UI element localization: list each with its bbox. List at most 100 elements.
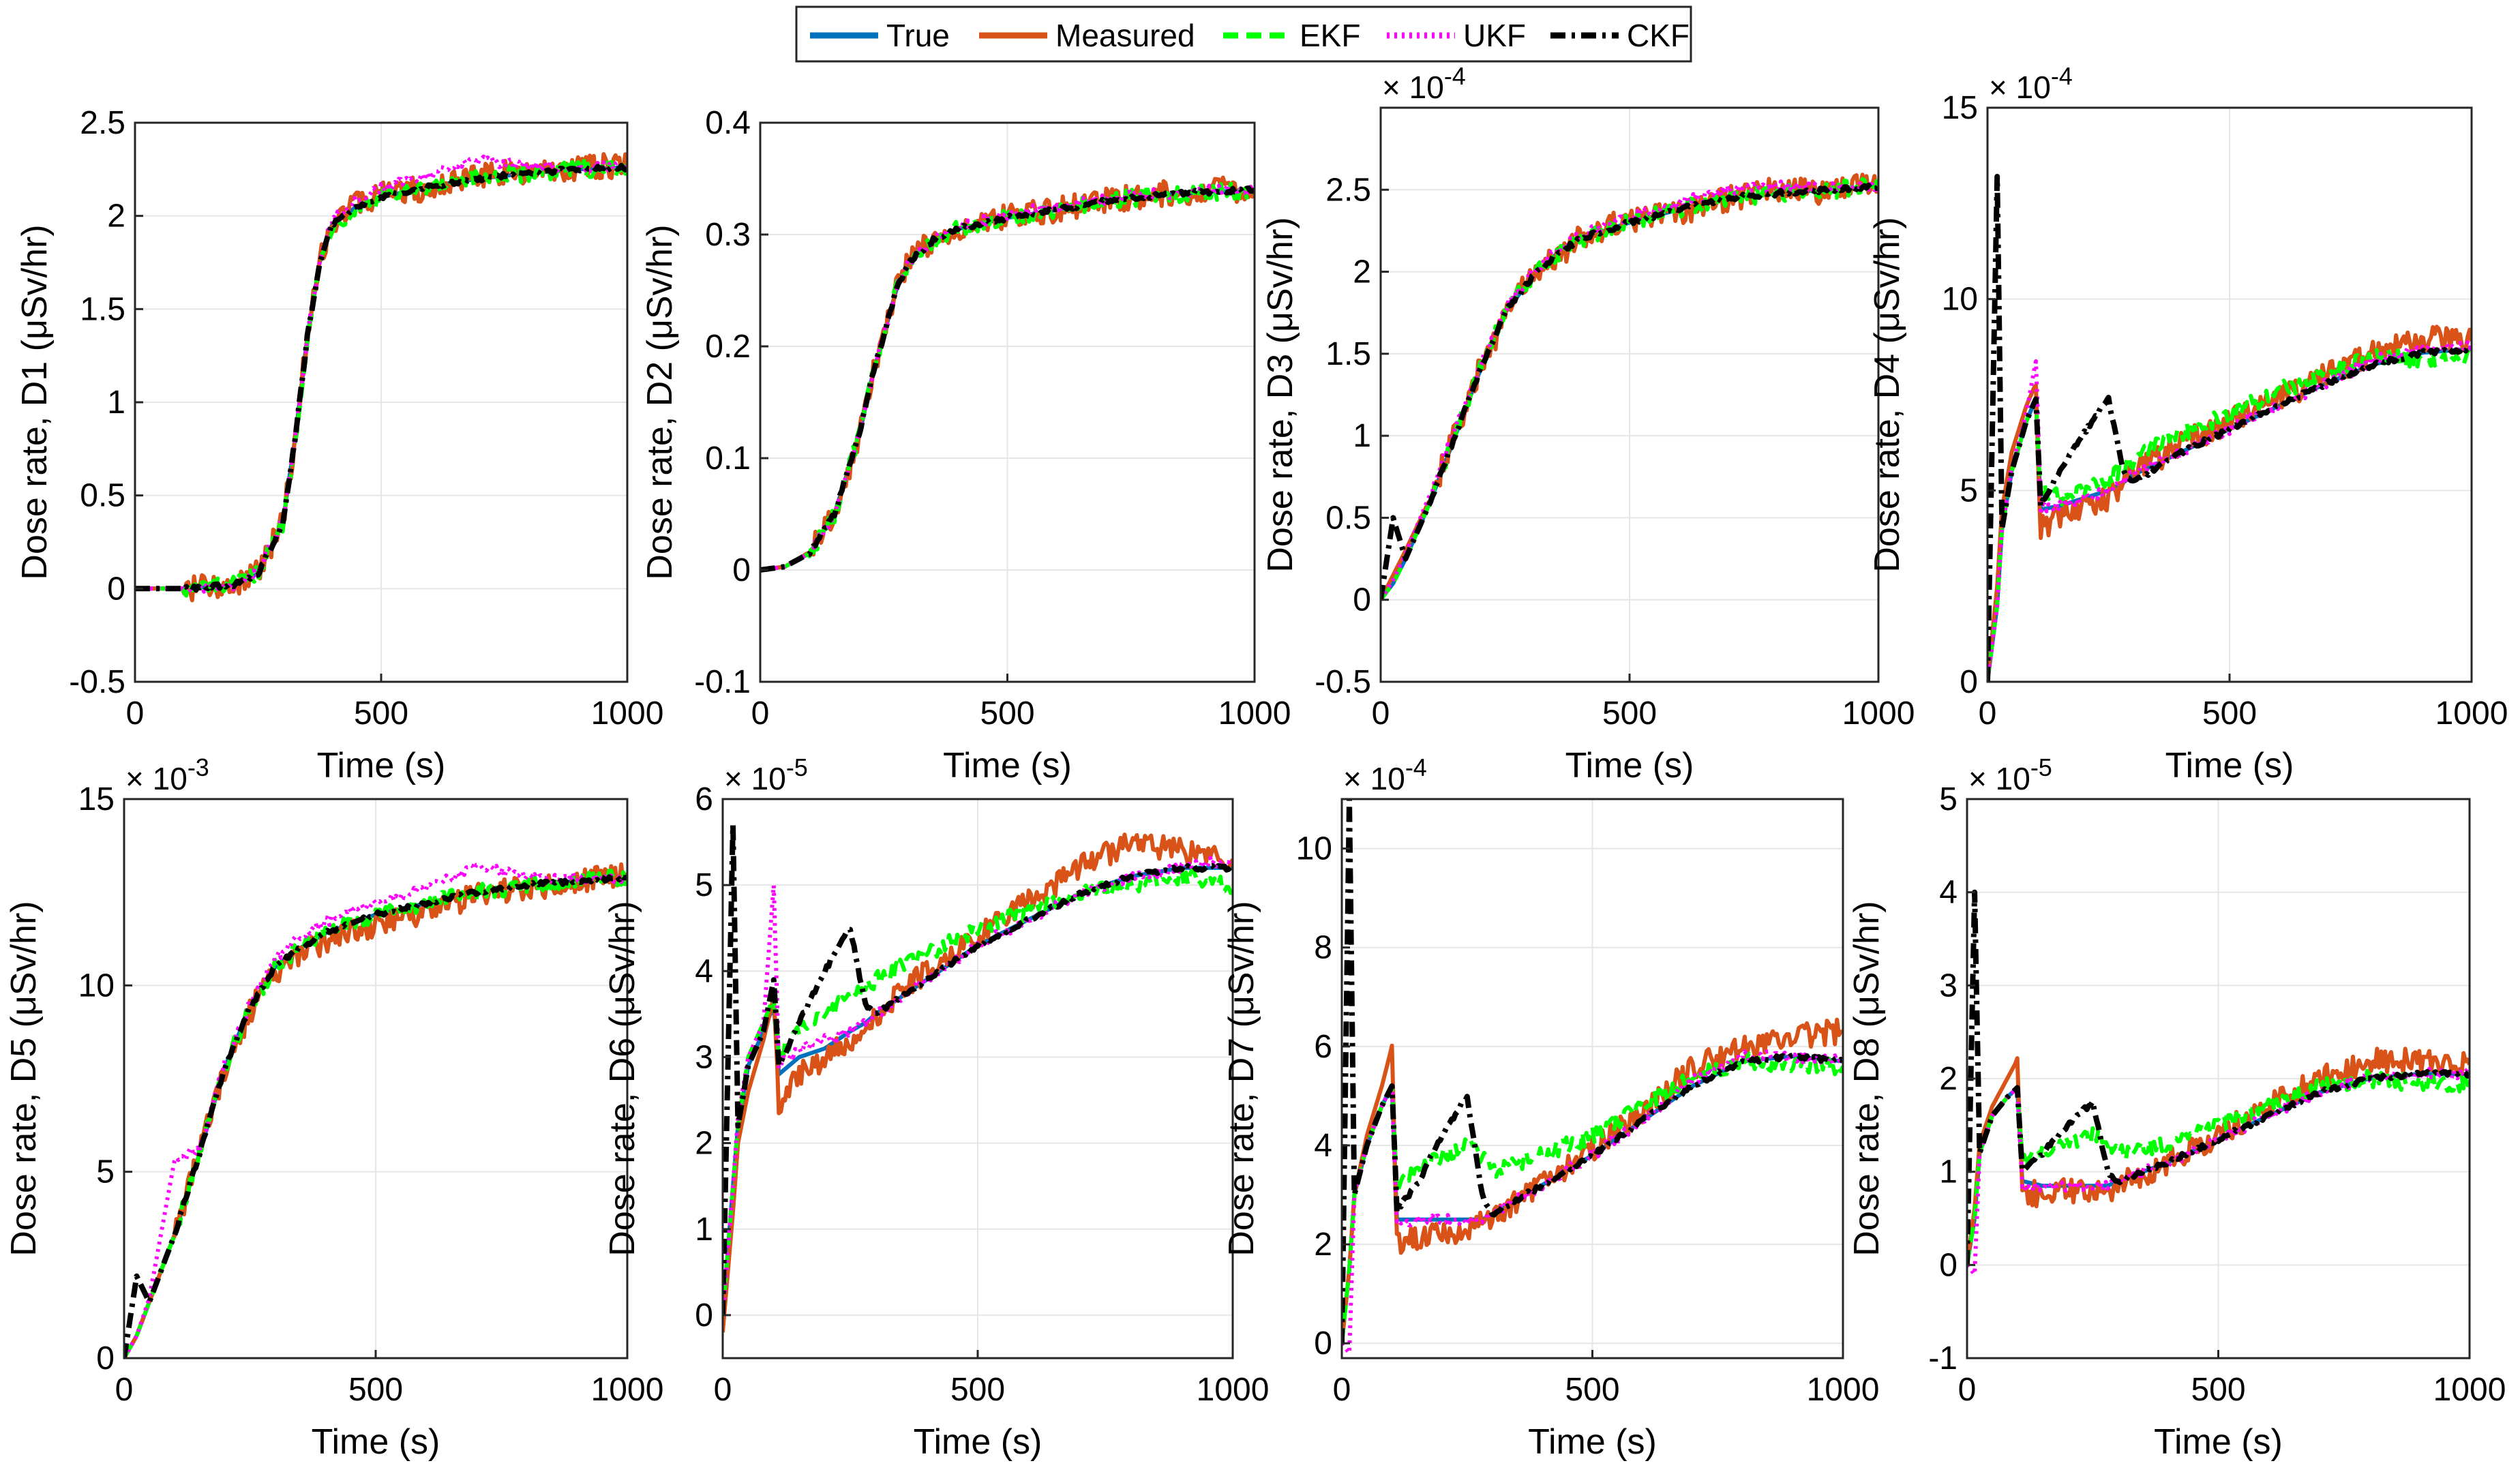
y-axis-label: Dose rate, D7 (μSv/hr): [1222, 901, 1261, 1256]
x-tick-label: 500: [348, 1372, 403, 1408]
series-line-measured: [723, 832, 1233, 1333]
legend-box: [795, 5, 1692, 63]
y-tick-label: -0.5: [1315, 664, 1371, 700]
x-tick-label: 1000: [1842, 695, 1915, 732]
x-tick-label: 1000: [591, 1372, 664, 1408]
series-group: [1967, 889, 2470, 1276]
y-axis-label: Dose rate, D2 (μSv/hr): [640, 224, 680, 580]
series-group: [1381, 172, 1878, 601]
y-tick-label: 5: [96, 1154, 115, 1190]
legend: True Measured EKF UKF CKF: [795, 5, 1692, 63]
y-tick-label: 0.4: [705, 105, 751, 141]
series-group: [135, 152, 627, 603]
y-tick-label: 3: [1939, 967, 1957, 1004]
y-tick-label: 0: [1314, 1325, 1332, 1362]
y-tick-label: 2.5: [1325, 172, 1371, 208]
x-tick-label: 0: [126, 695, 145, 732]
y-axis-label: Dose rate, D8 (μSv/hr): [1847, 901, 1887, 1256]
y-tick-label: 0.2: [705, 329, 751, 365]
y-tick-label: 0: [1353, 582, 1371, 618]
y-axis-label: Dose rate, D3 (μSv/hr): [1261, 217, 1300, 572]
y-tick-label: 1: [695, 1212, 713, 1248]
series-line-ckf: [760, 185, 1255, 573]
legend-label-ckf: CKF: [1627, 18, 1690, 53]
y-tick-label: 2: [1939, 1061, 1957, 1097]
chart-panel-d4: 0 500 1000 0 5 10 15 × 10-4 Time (s) Dose rate, D…: [1867, 62, 2508, 785]
x-tick-label: 1000: [1197, 1372, 1270, 1408]
x-tick-label: 0: [1333, 1372, 1351, 1408]
series-line-ckf: [1342, 799, 1843, 1344]
x-tick-label: 500: [1565, 1372, 1619, 1408]
y-exponent-label: × 10-3: [125, 753, 209, 796]
x-tick-label: 0: [751, 695, 770, 732]
chart-panel-d5: 0 500 1000 0 5 10 15 × 10-3 Time (s) Dose rate, D…: [4, 753, 663, 1462]
series-line-ekf: [1381, 177, 1878, 601]
series-line-ckf: [135, 163, 627, 593]
y-tick-label: 1: [1353, 418, 1371, 454]
y-tick-label: 0.1: [705, 440, 751, 477]
y-tick-label: 2: [695, 1126, 713, 1162]
series-line-measured: [1342, 1017, 1843, 1344]
y-tick-label: 1.5: [80, 291, 125, 327]
x-axis-label: Time (s): [943, 746, 1072, 785]
y-tick-label: 0.3: [705, 217, 751, 253]
series-line-ekf: [723, 867, 1233, 1316]
y-tick-label: 4: [695, 953, 713, 989]
y-tick-label: 6: [695, 781, 713, 817]
y-exponent-label: × 10-4: [1382, 62, 1466, 105]
y-tick-label: 15: [78, 781, 115, 817]
y-tick-label: 1: [107, 385, 125, 421]
x-tick-label: 500: [354, 695, 408, 732]
y-tick-label: 1: [1939, 1154, 1957, 1190]
series-line-measured: [1967, 1047, 2470, 1265]
y-exponent-label: × 10-5: [724, 753, 808, 796]
legend-label-measured: Measured: [1055, 18, 1195, 53]
y-axis-label: Dose rate, D6 (μSv/hr): [603, 901, 642, 1256]
series-group: [1342, 799, 1843, 1355]
x-tick-label: 1000: [1807, 1372, 1880, 1408]
y-exponent-label: × 10-4: [1343, 753, 1427, 796]
y-tick-label: 8: [1314, 930, 1332, 966]
series-group: [760, 175, 1255, 573]
series-line-ekf: [135, 159, 627, 598]
series-group: [1987, 174, 2472, 682]
y-tick-label: 5: [695, 867, 713, 903]
y-tick-label: 0: [1939, 1247, 1957, 1283]
series-line-ckf: [1967, 889, 2470, 1265]
x-axis-label: Time (s): [2165, 746, 2294, 785]
x-axis-label: Time (s): [1565, 746, 1694, 785]
y-tick-label: 1.5: [1325, 336, 1371, 372]
x-tick-label: 500: [2191, 1372, 2245, 1408]
y-axis-label: Dose rate, D1 (μSv/hr): [15, 224, 55, 580]
y-tick-label: 4: [1939, 875, 1957, 911]
x-tick-label: 500: [950, 1372, 1005, 1408]
x-tick-label: 0: [115, 1372, 134, 1408]
y-tick-label: 2: [1314, 1227, 1332, 1263]
legend-label-ukf: UKF: [1463, 18, 1526, 53]
series-line-ekf: [124, 869, 627, 1358]
x-tick-label: 500: [980, 695, 1034, 732]
y-tick-label: -0.5: [69, 664, 125, 700]
y-tick-label: 5: [1939, 781, 1957, 817]
y-tick-label: 2: [1353, 254, 1371, 290]
y-tick-label: 15: [1942, 90, 1978, 126]
series-group: [124, 862, 627, 1358]
y-tick-label: 0.5: [1325, 500, 1371, 536]
y-tick-label: 0: [96, 1340, 115, 1377]
x-tick-label: 500: [1602, 695, 1657, 732]
y-tick-label: 5: [1960, 472, 1978, 509]
y-axis-label: Dose rate, D4 (μSv/hr): [1867, 217, 1907, 572]
y-tick-label: 10: [78, 967, 115, 1004]
y-tick-label: 2.5: [80, 105, 125, 141]
x-tick-label: 1000: [2433, 1372, 2506, 1408]
y-tick-label: 4: [1314, 1128, 1332, 1164]
y-exponent-label: × 10-5: [1968, 753, 2052, 796]
y-tick-label: 0: [1960, 664, 1978, 700]
x-tick-label: 500: [2202, 695, 2257, 732]
y-tick-label: -1: [1928, 1340, 1957, 1377]
